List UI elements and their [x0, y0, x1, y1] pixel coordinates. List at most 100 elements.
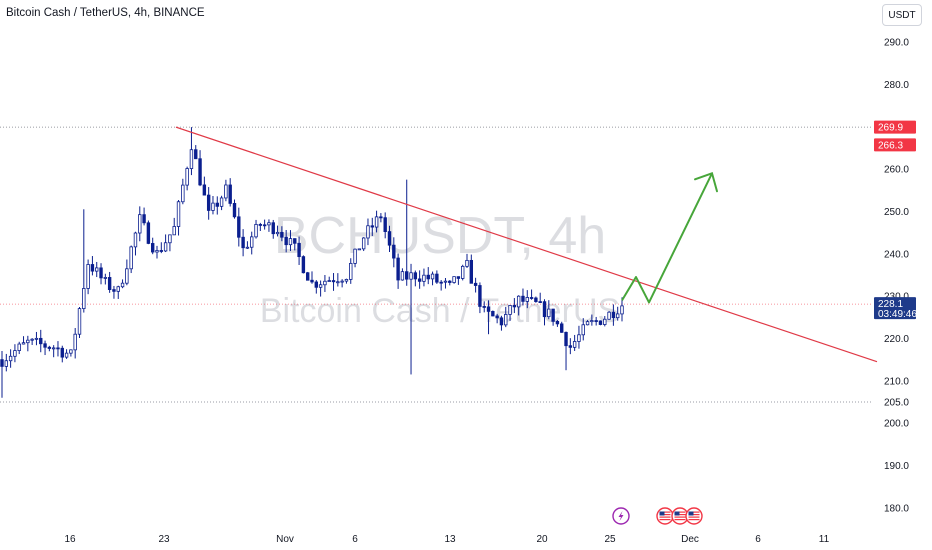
- candle-body: [499, 317, 504, 326]
- flag-stripe: [659, 516, 671, 518]
- candle-body: [69, 349, 73, 354]
- event-badges[interactable]: [612, 507, 703, 525]
- candle-body: [366, 225, 370, 239]
- candle-body: [331, 280, 336, 283]
- candle-body: [241, 236, 245, 249]
- price-axis[interactable]: 180.0 190.0 200.0 210.0 220.0 230.0 240.0 250.0…: [884, 38, 909, 515]
- trendline: [175, 126, 878, 363]
- candle-body: [448, 280, 452, 283]
- candle-body: [374, 216, 379, 228]
- candle-body: [17, 343, 21, 351]
- y-tick-label: 280.0: [884, 80, 909, 91]
- flag-stripe: [674, 519, 686, 521]
- candle-body: [620, 305, 624, 315]
- watermark-name: Bitcoin Cash / TetherUS: [260, 292, 620, 330]
- candle-body: [34, 337, 39, 340]
- flag-canton: [688, 511, 694, 516]
- candle-body: [189, 149, 194, 169]
- candle-body: [138, 214, 142, 234]
- x-tick-label: 13: [444, 534, 456, 545]
- candle-body: [353, 248, 357, 264]
- candle-body: [413, 272, 418, 280]
- candle-body: [64, 352, 69, 358]
- candle-body: [56, 347, 60, 350]
- flag-stripe: [688, 516, 700, 518]
- candle-body: [95, 267, 99, 272]
- y-tick-label: 180.0: [884, 503, 909, 514]
- y-tick-label: 190.0: [884, 461, 909, 472]
- candle-body: [417, 278, 422, 282]
- high-price-tag-bg: [874, 120, 916, 134]
- flag-stripe: [688, 514, 700, 516]
- candle-body: [590, 320, 594, 323]
- x-tick-label: 16: [64, 534, 76, 545]
- y-tick-label: 240.0: [884, 249, 909, 260]
- symbol-watermark: BCHUSDT, 4h Bitcoin Cash / TetherUS: [260, 207, 620, 330]
- candle-body: [163, 242, 168, 252]
- candle-body: [379, 216, 383, 219]
- y-tick-label: 210.0: [884, 376, 909, 387]
- candle-body: [39, 337, 43, 345]
- candle-body: [305, 272, 310, 281]
- candle-body: [245, 246, 250, 249]
- candle-body: [262, 224, 267, 227]
- candle-body: [250, 236, 254, 248]
- candle-body: [538, 301, 542, 303]
- candle-body: [327, 280, 331, 282]
- candle-body: [512, 305, 517, 308]
- candle-body: [409, 272, 413, 280]
- candle-body: [219, 197, 224, 207]
- candle-body: [146, 222, 151, 244]
- current-price-tag-bg: [874, 297, 916, 320]
- level-price-tag-label: 266.3: [878, 140, 903, 151]
- candle-body: [452, 276, 456, 283]
- x-tick-label: 11: [819, 534, 830, 545]
- candle-body: [349, 263, 353, 280]
- y-tick-label: 220.0: [884, 334, 909, 345]
- candle-body: [176, 201, 181, 227]
- candle-body: [181, 184, 185, 203]
- x-tick-label: 25: [604, 534, 616, 545]
- candle-body: [8, 355, 13, 362]
- us-flag-icon[interactable]: [685, 507, 703, 525]
- candle-body: [26, 339, 30, 344]
- candle-body: [103, 277, 108, 279]
- candle-body: [439, 281, 443, 284]
- time-axis[interactable]: 16 23 Nov 6 13 20 25 Dec 6 11: [64, 534, 829, 545]
- candle-body: [387, 231, 392, 246]
- flag-stripe: [659, 519, 671, 521]
- candle-body: [21, 342, 26, 345]
- y-tick-label: 250.0: [884, 207, 909, 218]
- flag-badge-circle: [685, 507, 703, 525]
- y-tick-label: 200.0: [884, 419, 909, 430]
- candle-body: [275, 231, 280, 235]
- candle-body: [495, 315, 499, 319]
- candle-body: [43, 343, 47, 348]
- candle-body: [47, 346, 52, 349]
- user-drawings[interactable]: [175, 126, 878, 363]
- candle-body: [318, 284, 323, 288]
- candle-body: [51, 347, 56, 350]
- candle-body: [581, 324, 585, 336]
- candle-body: [534, 297, 538, 302]
- candle-body: [224, 184, 228, 199]
- lightning-icon[interactable]: [612, 507, 630, 525]
- candle-body: [551, 308, 555, 322]
- candle-body: [215, 202, 219, 207]
- candle-body: [159, 250, 164, 252]
- candle-body: [310, 279, 314, 283]
- candle-body: [516, 295, 521, 308]
- us-flag-icon[interactable]: [656, 507, 674, 525]
- candle-body: [301, 256, 306, 274]
- candle-body: [426, 274, 430, 280]
- candle-body: [370, 225, 374, 228]
- candlestick-series: [0, 127, 624, 398]
- candle-body: [392, 244, 396, 259]
- candle-body: [344, 278, 349, 282]
- candle-body: [383, 217, 387, 232]
- candle-body: [4, 360, 9, 367]
- candle-body: [206, 194, 211, 211]
- currency-selector[interactable]: USDT: [882, 4, 922, 26]
- current-price-tag-countdown: 03:49:46: [878, 309, 917, 320]
